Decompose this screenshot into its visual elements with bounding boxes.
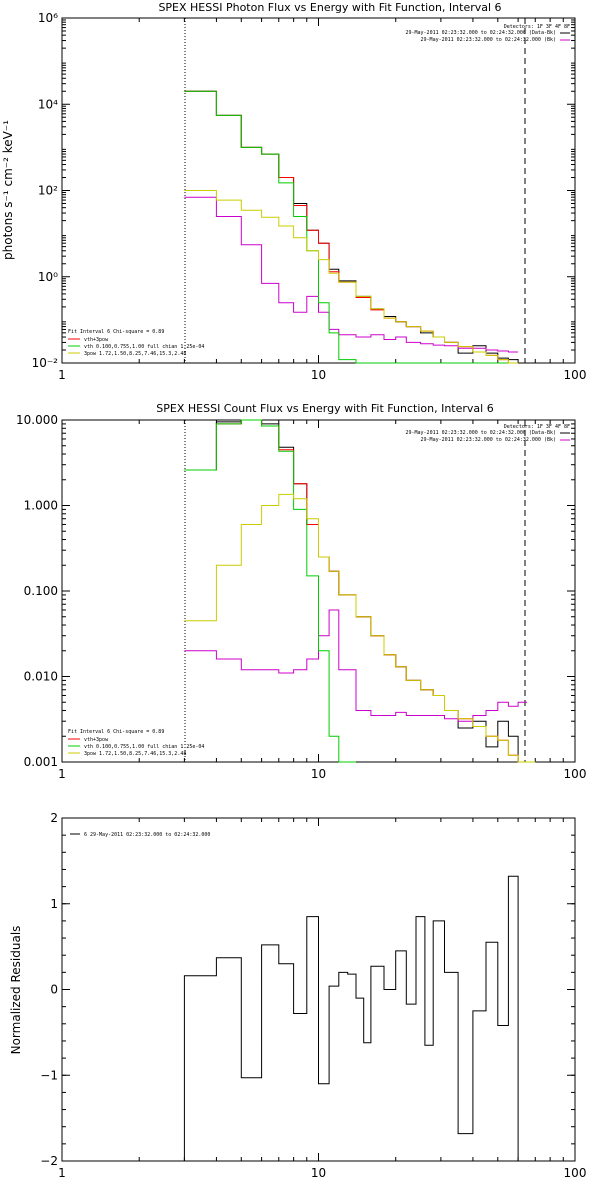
series-vth <box>184 419 356 763</box>
y-tick-label: 2 <box>50 811 58 825</box>
x-tick-label: 10 <box>311 368 326 382</box>
x-tick-label: 100 <box>564 368 587 382</box>
y-axis-label: Normalized Residuals <box>9 926 23 1055</box>
legend: Detectors: 1F 3F 4F 8F 29-May-2011 02:23… <box>405 24 570 43</box>
y-tick-label: 0.100 <box>24 584 58 598</box>
legend-entry-residual: 6 29-May-2011 02:23:32.000 to 02:24:32.0… <box>84 832 210 838</box>
legend-entry-data-bk: 29-May-2011 02:23:32.000 to 02:24:32.000… <box>405 430 556 436</box>
y-tick-label: 1.000 <box>24 499 58 513</box>
series-vth <box>184 90 519 364</box>
legend-entry-bk: 29-May-2011 02:23:32.000 to 02:24:32.000… <box>421 437 556 443</box>
axes: 1 10 100 −2 −1 0 1 2 <box>40 811 586 1180</box>
fit-legend: Fit Interval 6 Chi-square = 0.89 vth+3po… <box>68 729 204 757</box>
axes: 1 10 100 0.001 0.010 0.100 1.000 10.000 <box>16 413 586 781</box>
x-tick-label: 10 <box>311 767 326 781</box>
y-tick-label: 10⁰ <box>38 270 58 284</box>
legend: Detectors: 1F 3F 4F 8F 29-May-2011 02:23… <box>405 424 570 443</box>
y-axis-label: photons s⁻¹ cm⁻² keV⁻¹ <box>1 120 15 260</box>
fit-legend-heading: Fit Interval 6 Chi-square = 0.89 <box>68 729 164 735</box>
series-3pow <box>184 493 536 763</box>
series-group <box>184 90 519 364</box>
y-tick-label: 10⁶ <box>38 11 58 25</box>
x-tick-label: 1 <box>58 767 66 781</box>
y-tick-label: 10.000 <box>16 413 58 427</box>
chart-title: SPEX HESSI Count Flux vs Energy with Fit… <box>156 402 493 415</box>
fit-entry-3pow: 3pow 1.72,1.50,8.25,7.46,15.3,2.48 <box>84 751 186 757</box>
panel-photon-flux: SPEX HESSI Photon Flux vs Energy with Fi… <box>1 1 586 382</box>
fit-entry-total: vth+3pow <box>84 337 109 343</box>
y-tick-label: 10² <box>38 184 58 198</box>
series-bk <box>184 196 519 353</box>
legend: 6 29-May-2011 02:23:32.000 to 02:24:32.0… <box>70 832 210 838</box>
legend-entry-bk: 29-May-2011 02:23:32.000 to 02:24:32.000… <box>421 37 556 43</box>
series-bk <box>184 609 527 722</box>
y-tick-label: 0.001 <box>24 755 58 769</box>
y-tick-label: 0 <box>50 983 58 997</box>
y-tick-label: −1 <box>40 1068 58 1082</box>
fit-entry-vth: vth 0.100,0.755,1.00 full chian 1.25e-04 <box>84 344 204 350</box>
fit-legend-heading: Fit Interval 6 Chi-square = 0.89 <box>68 329 164 335</box>
y-tick-label: −2 <box>40 1154 58 1168</box>
panel-count-flux: SPEX HESSI Count Flux vs Energy with Fit… <box>16 402 586 781</box>
series-vth-3pow <box>184 90 519 364</box>
series-3pow <box>184 190 519 364</box>
chart-title: SPEX HESSI Photon Flux vs Energy with Fi… <box>158 1 501 14</box>
series-data-bk <box>184 90 519 361</box>
panel-residuals: 1 10 100 −2 −1 0 1 2 Normalized Residuals 6 29-… <box>9 811 586 1180</box>
x-tick-label: 10 <box>311 1166 326 1180</box>
y-tick-label: 1 <box>50 897 58 911</box>
legend-entry-data-bk: 29-May-2011 02:23:32.000 to 02:24:32.000… <box>405 30 556 36</box>
x-tick-label: 100 <box>564 1166 587 1180</box>
fit-entry-3pow: 3pow 1.72,1.50,8.25,7.46,15.3,2.48 <box>84 351 186 357</box>
fit-legend: Fit Interval 6 Chi-square = 0.89 vth+3po… <box>68 329 204 357</box>
y-tick-label: 10⁻² <box>32 356 59 370</box>
x-tick-label: 1 <box>58 368 66 382</box>
axes: 1 10 100 10⁻² 10⁰ 10² 10⁴ 10⁶ <box>32 11 587 382</box>
fit-entry-vth: vth 0.100,0.755,1.00 full chian 1.25e-04 <box>84 744 204 750</box>
fit-entry-total: vth+3pow <box>84 737 109 743</box>
series-group <box>184 419 536 763</box>
y-tick-label: 10⁴ <box>38 97 58 111</box>
series-group <box>183 875 519 1161</box>
y-tick-label: 0.010 <box>24 670 58 684</box>
series-6 <box>183 875 519 1161</box>
legend-heading: Detectors: 1F 3F 4F 8F <box>504 424 570 430</box>
x-tick-label: 1 <box>58 1166 66 1180</box>
x-tick-label: 100 <box>564 767 587 781</box>
legend-heading: Detectors: 1F 3F 4F 8F <box>504 24 570 30</box>
